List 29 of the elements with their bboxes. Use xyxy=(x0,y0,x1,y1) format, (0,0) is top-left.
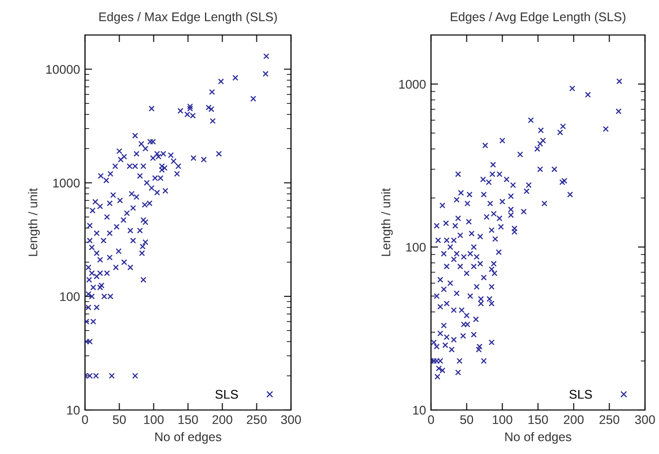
y-tick-label: 10 xyxy=(67,406,80,415)
x-tick-label: 150 xyxy=(528,415,548,424)
y-tick-label: 1000 xyxy=(399,80,426,89)
y-tick-label: 100 xyxy=(60,292,80,302)
y-axis-title: Length / unit xyxy=(381,188,393,256)
x-tick-label: 150 xyxy=(178,415,198,424)
chart-title: Edges / Max Edge Length (SLS) xyxy=(99,12,277,24)
x-tick-label: 200 xyxy=(212,415,232,424)
x-tick-label: 0 xyxy=(82,415,88,424)
x-axis-title: No of edges xyxy=(155,432,222,444)
x-tick-label: 250 xyxy=(600,415,620,424)
x-tick-label: 100 xyxy=(492,415,512,424)
x-tick-label: 300 xyxy=(281,415,301,424)
y-axis-title: Length / unit xyxy=(28,188,40,256)
x-tick-label: 100 xyxy=(144,415,164,424)
legend-label: SLS xyxy=(215,390,238,399)
x-tick-label: 250 xyxy=(246,415,267,424)
y-tick-label: 10 xyxy=(413,406,426,415)
legend-label: SLS xyxy=(569,390,592,399)
x-tick-label: 0 xyxy=(428,415,434,424)
y-tick-label: 10000 xyxy=(46,65,80,74)
x-tick-label: 300 xyxy=(635,415,655,424)
x-axis-title: No of edges xyxy=(505,432,572,444)
y-tick-label: 1000 xyxy=(53,178,80,188)
y-tick-label: 100 xyxy=(406,242,426,252)
chart-title: Edges / Avg Edge Length (SLS) xyxy=(450,12,626,24)
x-tick-label: 200 xyxy=(564,415,584,424)
x-tick-label: 50 xyxy=(460,415,474,424)
x-tick-label: 50 xyxy=(112,415,126,424)
